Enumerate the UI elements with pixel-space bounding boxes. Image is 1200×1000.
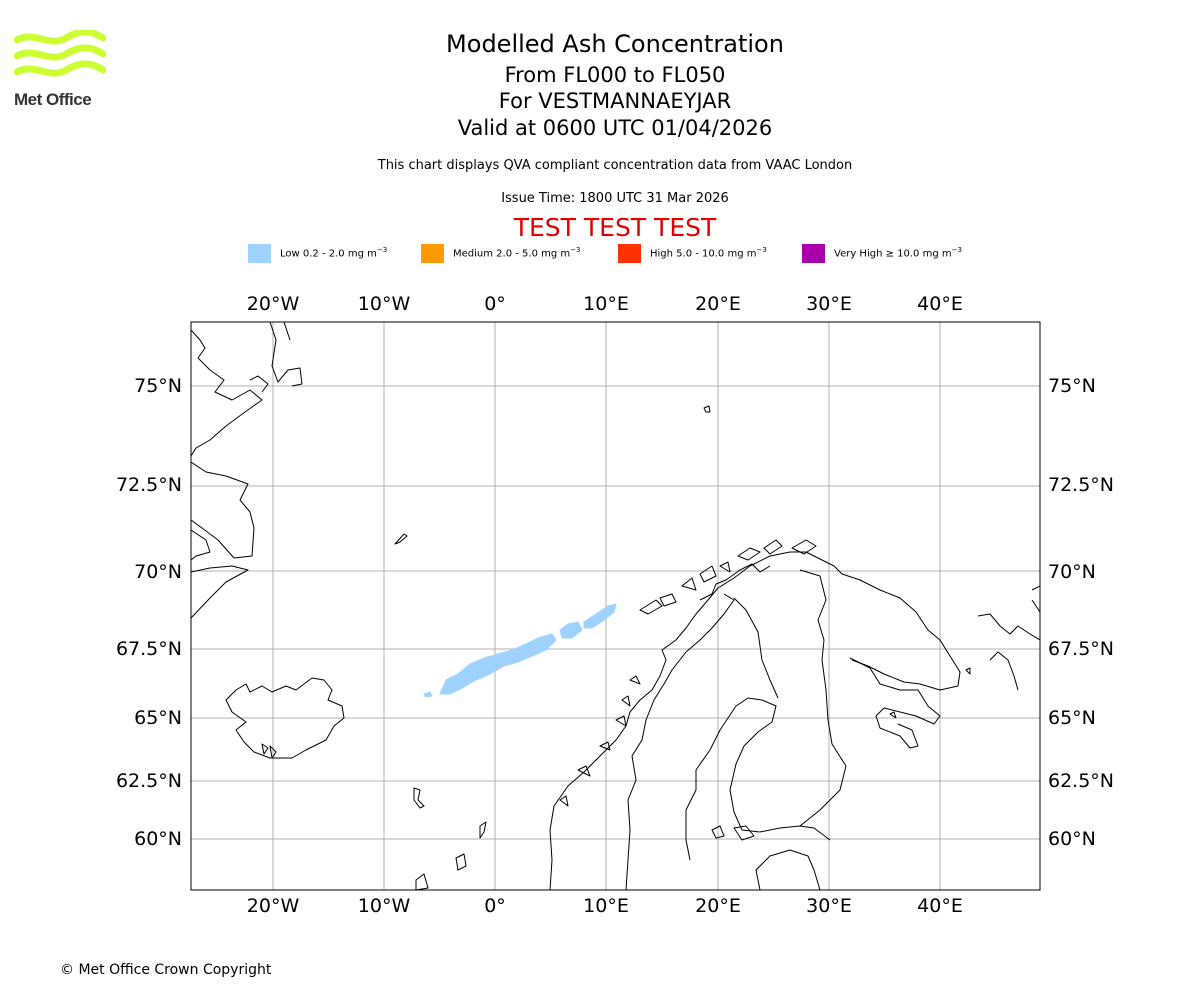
lat-label: 62.5°N [116,770,182,792]
copyright: © Met Office Crown Copyright [60,962,272,978]
volcano-name: For VESTMANNAEYJAR [498,89,732,113]
lon-label: 0° [484,895,506,917]
sweden-finland-coast [625,593,735,890]
met-office-logo-icon [14,30,106,77]
legend-swatch-medium [421,244,444,263]
lat-label: 75°N [1048,375,1096,397]
gulf-of-bothnia [685,697,831,861]
lon-label: 20°W [247,895,300,917]
bear-island-coast [703,405,711,413]
lat-label: 75°N [134,375,182,397]
lon-label: 10°W [358,293,411,315]
lat-label: 72.5°N [116,474,182,496]
norway-coast [549,551,961,890]
ash-plume-low [423,603,617,698]
logo-text: Met Office [14,90,92,109]
qva-note: This chart displays QVA compliant concen… [377,158,853,173]
test-banner: TEST TEST TEST [513,213,717,242]
lon-labels-top: 20°W 10°W 0° 10°E 20°E 30°E 40°E [247,293,963,315]
lon-label: 0° [484,293,506,315]
map-frame [190,321,1041,891]
lat-label: 60°N [134,828,182,850]
lon-label: 40°E [917,293,963,315]
legend-swatch-very-high [802,244,825,263]
lon-labels-bottom: 20°W 10°W 0° 10°E 20°E 30°E 40°E [247,895,963,917]
lat-label: 65°N [134,707,182,729]
valid-time: Valid at 0600 UTC 01/04/2026 [457,116,773,140]
iceland-coast [225,677,345,759]
lat-label: 60°N [1048,828,1096,850]
lat-label: 62.5°N [1048,770,1114,792]
jan-mayen-coast [394,533,408,545]
legend-label-very-high: Very High ≥ 10.0 mg m [834,248,952,260]
flight-levels: From FL000 to FL050 [504,63,726,87]
lat-label: 67.5°N [116,638,182,660]
lon-label: 40°E [917,895,963,917]
lon-label: 20°E [695,293,741,315]
lon-label: 30°E [806,293,852,315]
lat-label: 72.5°N [1048,474,1114,496]
lat-label: 70°N [134,561,182,583]
lat-label: 70°N [1048,561,1096,583]
lon-label: 10°W [358,895,411,917]
lon-label: 10°E [583,293,629,315]
chart-title: Modelled Ash Concentration [446,30,784,58]
map-content [191,322,1040,890]
lon-label: 30°E [806,895,852,917]
greenland-coast [191,329,263,619]
lat-label: 65°N [1048,707,1096,729]
coastlines [191,322,1040,890]
legend-label-medium: Medium 2.0 - 5.0 mg m [453,248,571,260]
legend-label-low: Low 0.2 - 2.0 mg m [280,248,377,260]
lat-labels-left: 75°N 72.5°N 70°N 67.5°N 65°N 62.5°N 60°N [116,375,182,850]
legend-swatch-low [248,244,271,263]
lat-labels-right: 75°N 72.5°N 70°N 67.5°N 65°N 62.5°N 60°N [1048,375,1114,850]
lon-label: 20°E [695,895,741,917]
gridlines [191,322,1040,890]
lon-label: 20°W [247,293,300,315]
issue-time: Issue Time: 1800 UTC 31 Mar 2026 [501,191,729,206]
lon-label: 10°E [583,895,629,917]
legend-swatch-high [618,244,641,263]
legend-label-high: High 5.0 - 10.0 mg m [650,248,757,260]
lat-label: 67.5°N [1048,638,1114,660]
